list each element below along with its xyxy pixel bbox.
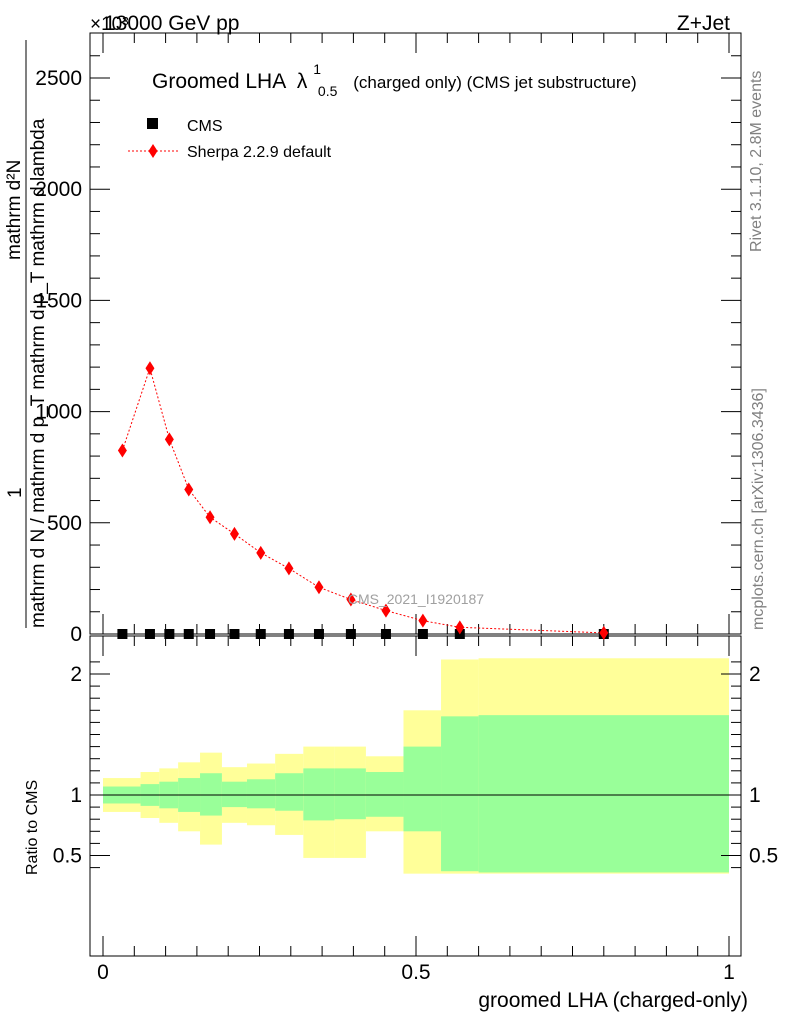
legend-cms-marker bbox=[147, 118, 158, 129]
main-y-tick-label: 1000 bbox=[35, 401, 82, 424]
ratio-y-tick-label: 1 bbox=[70, 784, 82, 807]
main-y-tick-label: 1500 bbox=[35, 289, 82, 312]
ratio-band-inner bbox=[365, 772, 404, 817]
energy-label: 13000 GeV pp bbox=[104, 12, 239, 35]
source-label: mcplots.cern.ch [arXiv:1306.3436] bbox=[750, 388, 767, 630]
cms-point bbox=[144, 629, 155, 639]
main-y-tick-label: 2500 bbox=[35, 67, 82, 90]
ratio-x-tick-label: 0 bbox=[97, 961, 109, 984]
ratio-bands bbox=[103, 658, 729, 874]
cms-point bbox=[164, 629, 175, 639]
axis-ticks bbox=[90, 33, 741, 956]
sherpa-point bbox=[205, 510, 215, 525]
ratio-band-inner bbox=[221, 781, 247, 808]
cms-point bbox=[229, 629, 240, 639]
legend-cms-label: CMS bbox=[187, 118, 223, 135]
sherpa-point bbox=[346, 592, 356, 607]
sherpa-point bbox=[145, 361, 155, 376]
rivet-label: Rivet 3.1.10, 2.8M events bbox=[748, 71, 765, 252]
tick-labels: 0 500 1000 1500 2000 2500 0 0.5 1 0.5 0.5 1 1 2 2 bbox=[35, 67, 778, 984]
process-label: Z+Jet bbox=[677, 12, 730, 35]
analysis-watermark: CMS_2021_I1920187 bbox=[348, 591, 484, 607]
ratio-band-inner bbox=[334, 768, 366, 820]
main-y-label: 1 mathrm d N / mathrm d p_T mathrm d p_T… bbox=[4, 40, 49, 628]
ratio-band-inner bbox=[246, 779, 276, 809]
legend-sherpa-label: Sherpa 2.2.9 default bbox=[187, 144, 332, 161]
sherpa-point bbox=[164, 432, 174, 447]
plot-title-lambda: λ bbox=[297, 70, 308, 93]
series-layer bbox=[117, 361, 609, 640]
ratio-y-tick-label-right: 2 bbox=[749, 663, 761, 686]
sherpa-point bbox=[599, 625, 609, 640]
sherpa-point bbox=[381, 603, 391, 618]
sherpa-point bbox=[184, 482, 194, 497]
ratio-band-inner bbox=[441, 716, 479, 872]
x-axis-label: groomed LHA (charged-only) bbox=[478, 989, 748, 1012]
ratio-band-inner bbox=[200, 773, 222, 816]
ratio-y-tick-label: 2 bbox=[70, 663, 82, 686]
plot-title-sup: 1 bbox=[313, 61, 321, 77]
cms-point bbox=[417, 629, 428, 639]
cms-point bbox=[283, 629, 294, 639]
plot-title-rest: (charged only) (CMS jet substructure) bbox=[353, 73, 636, 92]
cms-point bbox=[183, 629, 194, 639]
sherpa-point bbox=[418, 613, 428, 628]
ratio-band-inner bbox=[478, 715, 729, 873]
sherpa-point bbox=[455, 620, 465, 635]
main-y-tick-label: 0 bbox=[70, 623, 82, 646]
legend: CMS Sherpa 2.2.9 default bbox=[128, 118, 332, 161]
legend-sherpa-marker bbox=[148, 144, 158, 158]
sherpa-line bbox=[121, 366, 604, 634]
plot-title-main: Groomed LHA bbox=[152, 70, 286, 93]
ratio-x-tick-label: 1 bbox=[723, 961, 735, 984]
plot-title: Groomed LHA λ 1 0.5 (charged only) (CMS … bbox=[152, 56, 637, 101]
sherpa-point bbox=[314, 580, 324, 595]
ratio-y-tick-label: 0.5 bbox=[53, 845, 82, 868]
cms-point bbox=[345, 629, 356, 639]
y-label-denominator: mathrm d N / mathrm d p_T mathrm d p_T m… bbox=[28, 118, 49, 628]
plot-title-sub: 0.5 bbox=[318, 83, 338, 99]
y-label-factor: 1 bbox=[5, 487, 26, 498]
sherpa-point bbox=[284, 561, 294, 576]
cms-point bbox=[255, 629, 266, 639]
sherpa-point bbox=[256, 545, 266, 560]
ratio-band-inner bbox=[275, 773, 304, 811]
main-y-tick-label: 2000 bbox=[35, 178, 82, 201]
y-scale-exponent: ×10³ bbox=[90, 14, 129, 35]
ratio-band-inner bbox=[303, 768, 335, 821]
ratio-y-tick-label-right: 0.5 bbox=[749, 845, 778, 868]
main-y-tick-label: 500 bbox=[47, 512, 82, 535]
y-label-numerator: mathrm d²N bbox=[4, 160, 25, 260]
ratio-y-tick-label-right: 1 bbox=[749, 784, 761, 807]
ratio-x-tick-label: 0.5 bbox=[401, 961, 430, 984]
ratio-band-inner bbox=[403, 746, 442, 832]
cms-point bbox=[117, 629, 128, 639]
sherpa-point bbox=[117, 443, 127, 458]
cms-point bbox=[205, 629, 216, 639]
cms-point bbox=[380, 629, 391, 639]
sherpa-point bbox=[229, 526, 239, 541]
cms-point bbox=[313, 629, 324, 639]
ratio-y-label: Ratio to CMS bbox=[24, 780, 41, 875]
